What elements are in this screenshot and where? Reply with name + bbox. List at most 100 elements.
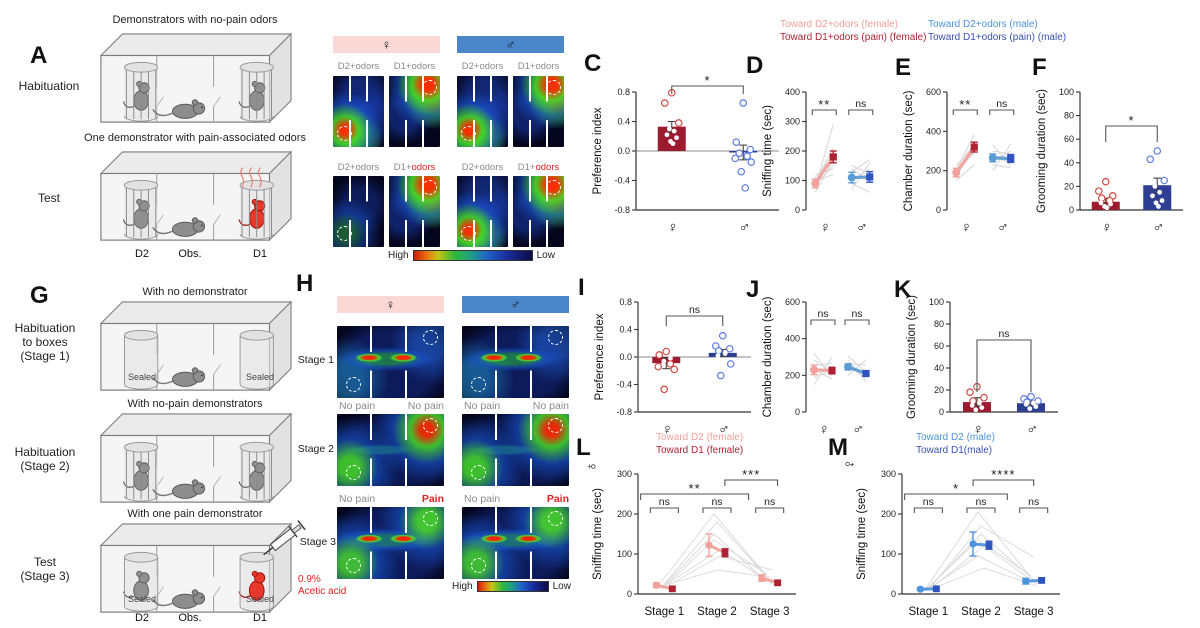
panelG-sealed-right-3: Sealed (245, 594, 275, 604)
heatmap-B-male-d2-habituation (457, 76, 508, 147)
panelB-male-header: ♂ (457, 36, 564, 53)
svg-text:Sniffing time (sec): Sniffing time (sec) (592, 488, 604, 580)
svg-text:ns: ns (996, 98, 1007, 110)
svg-text:40: 40 (1064, 158, 1074, 168)
svg-text:0: 0 (627, 589, 632, 599)
panel-f-label: F (1032, 54, 1047, 81)
svg-text:Chamber duration (sec): Chamber duration (sec) (762, 296, 774, 417)
svg-text:Grooming duration (sec): Grooming duration (sec) (906, 295, 918, 419)
svg-text:ns: ns (817, 308, 828, 320)
chart-chamber-duration-J: 0 200 400 600 Chamber duration (sec) ns ♀ ns ♂ (762, 288, 882, 440)
panel-i-label: I (578, 274, 585, 301)
male-symbol: ♂ (505, 37, 516, 52)
svg-text:Stage 3: Stage 3 (1014, 606, 1054, 618)
panelA-test-label: Test (37, 191, 60, 205)
legend-toward-d1-pain-female: Toward D1+odors (pain) (female) (780, 32, 927, 43)
chart-chamber-duration-E: 0 200 400 600 Chamber duration (sec) ** ♀ ns ♂ (903, 78, 1028, 238)
panelH-stage3-label: Stage 3 (299, 536, 336, 548)
chart-grooming-duration-F: 0 20 40 60 80 100 Grooming duration (sec) ♀ ♂ * (1036, 78, 1191, 238)
svg-text:600: 600 (785, 297, 800, 307)
svg-text:♂: ♂ (1151, 218, 1166, 237)
panelB-label-f-d1-hab: D1+odors (393, 61, 436, 72)
svg-text:200: 200 (926, 166, 941, 176)
svg-text:ns: ns (764, 496, 775, 508)
dashed-circle-tr (545, 180, 561, 196)
svg-text:20: 20 (934, 385, 944, 395)
svg-text:0.0: 0.0 (619, 352, 632, 362)
svg-text:ns: ns (923, 496, 934, 508)
heatmap-H-male-stage2 (462, 414, 569, 486)
svg-text:Stage 2: Stage 2 (961, 606, 1001, 618)
svg-text:**: ** (959, 97, 971, 112)
legend-L-toward-d1: Toward D1 (female) (656, 445, 744, 456)
svg-text:ns: ns (855, 98, 866, 110)
panelG-sealed-left-3: Sealed (127, 594, 157, 604)
chart-sniffing-time-M: 0 100 200 300 Sniffing time (sec) ns Stage 1 ns… (856, 460, 1068, 622)
heatmap-B-female-d2-test (333, 176, 384, 247)
panelG-caption-stage1: With no demonstrator (142, 286, 248, 298)
svg-text:Grooming duration (sec): Grooming duration (sec) (1036, 89, 1048, 213)
svg-text:0: 0 (795, 205, 800, 215)
svg-text:♂: ♂ (995, 218, 1010, 237)
svg-text:400: 400 (926, 126, 941, 136)
panelH-m-nopain-right: No pain (532, 400, 569, 412)
legend-M-toward-d2: Toward D2 (male) (916, 432, 995, 443)
panelB-color-scale: High Low (388, 250, 555, 261)
legend-toward-d1-pain-male: Toward D1+odors (pain) (male) (928, 32, 1067, 43)
dashed-circle-tr (547, 511, 563, 527)
dashed-circle-bl (337, 126, 353, 142)
dashed-circle-bl (461, 226, 477, 242)
dashed-circle-tr (422, 511, 438, 527)
svg-text:600: 600 (926, 87, 941, 97)
panelA-caption-test: One demonstrator with pain-associated od… (84, 132, 306, 144)
panel-c-label: C (584, 50, 602, 77)
svg-text:-0.4: -0.4 (616, 380, 632, 390)
svg-text:300: 300 (881, 469, 896, 479)
panelA-habituation-label: Habituation (18, 79, 80, 93)
svg-text:Stage 2: Stage 2 (697, 606, 737, 618)
dashed-circle-bl (470, 558, 486, 574)
legend-L-toward-d2: Toward D2 (female) (656, 432, 744, 443)
panelH-f-nopain-stage3: No pain (339, 493, 376, 505)
dashed-circle-bl (470, 465, 486, 481)
svg-text:♀: ♀ (817, 420, 832, 439)
heatmap-H-female-stage2 (337, 414, 444, 486)
heatmap-B-female-d2-habituation (333, 76, 384, 147)
svg-text:ns: ns (851, 308, 862, 320)
svg-text:♂: ♂ (854, 218, 869, 237)
heatmap-B-male-d2-test (457, 176, 508, 247)
dashed-circle-tr (422, 418, 438, 434)
svg-text:0.8: 0.8 (617, 87, 630, 97)
svg-text:0: 0 (795, 407, 800, 417)
svg-text:-0.4: -0.4 (614, 176, 630, 186)
color-gradient-bar (412, 250, 533, 261)
panelH-m-nopain-stage3: No pain (464, 493, 501, 505)
svg-text:100: 100 (617, 549, 632, 559)
panelG-sealed-left-1: Sealed (127, 372, 157, 382)
panelH-m-pain-stage3: Pain (546, 493, 569, 505)
svg-text:♀: ♀ (1099, 218, 1114, 237)
svg-text:♀: ♀ (818, 218, 833, 237)
svg-text:0: 0 (936, 205, 941, 215)
svg-text:0: 0 (1069, 205, 1074, 215)
dashed-circle-bl (337, 226, 353, 242)
panelG-stage3-label: Test (Stage 3) (20, 555, 70, 583)
svg-text:♀: ♀ (665, 218, 680, 237)
svg-text:***: *** (742, 467, 760, 482)
panel-l-label: L (576, 434, 591, 461)
panelB-label-f-d2-hab: D2+odors (337, 61, 380, 72)
svg-text:ns: ns (711, 496, 722, 508)
svg-text:100: 100 (1059, 87, 1074, 97)
panelH-female-header: ♀ (337, 296, 444, 313)
svg-text:20: 20 (1064, 181, 1074, 191)
svg-text:Preference index: Preference index (594, 313, 606, 400)
heatmap-H-female-stage3 (337, 507, 444, 579)
svg-text:ns: ns (689, 304, 700, 316)
panelG-stage2-label: Habituation (Stage 2) (14, 445, 76, 473)
svg-text:Chamber duration (sec): Chamber duration (sec) (903, 90, 915, 211)
male-symbol: ♂ (510, 297, 521, 312)
dashed-circle-tr (547, 330, 563, 346)
svg-text:**: ** (689, 481, 701, 496)
legend-toward-d2-female: Toward D2+odors (female) (780, 19, 899, 30)
chart-preference-index-C: 0.8 0.4 0.0 -0.4 -0.8 Preference index ♀ ♂ * (592, 73, 787, 238)
